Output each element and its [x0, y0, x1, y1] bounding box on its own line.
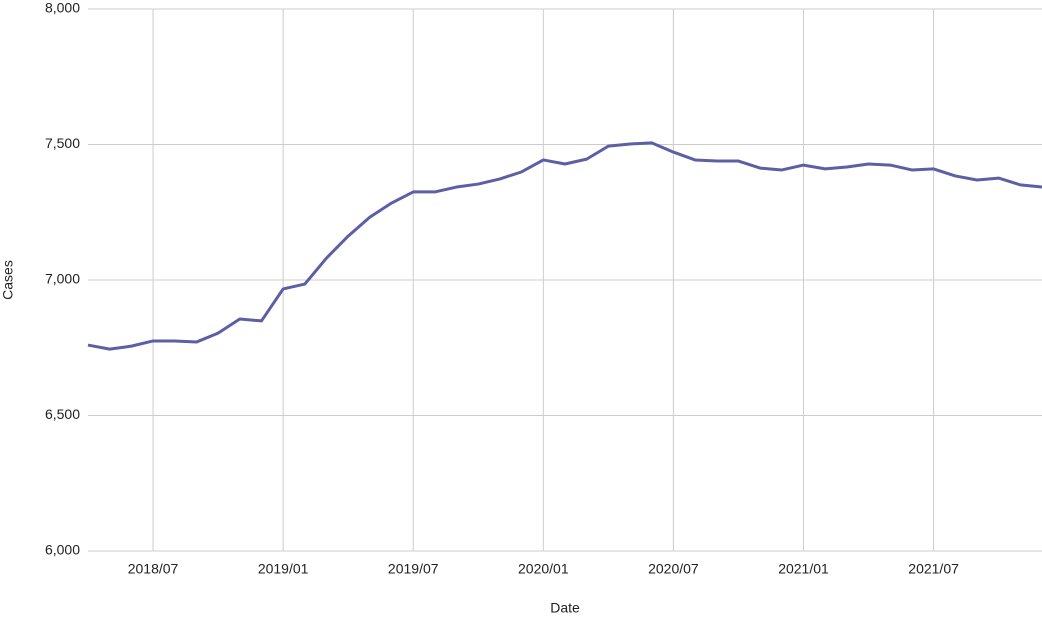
x-tick-label: 2018/07 [128, 561, 179, 577]
y-axis-title: Cases [0, 260, 16, 300]
y-tick-label: 7,500 [45, 135, 80, 151]
y-tick-label: 7,000 [45, 271, 80, 287]
x-tick-label: 2021/01 [778, 561, 829, 577]
line [87, 141, 1042, 351]
x-tick-label: 2019/01 [258, 561, 309, 577]
x-tick-label: 2019/07 [388, 561, 439, 577]
x-tick-label: 2021/07 [908, 561, 959, 577]
x-axis-title: Date [550, 600, 580, 616]
x-tick-label: 2020/07 [648, 561, 699, 577]
x-tick-label: 2020/01 [518, 561, 569, 577]
y-tick-label: 8,000 [45, 0, 80, 16]
y-tick-label: 6,000 [45, 542, 80, 558]
y-tick-label: 6,500 [45, 406, 80, 422]
